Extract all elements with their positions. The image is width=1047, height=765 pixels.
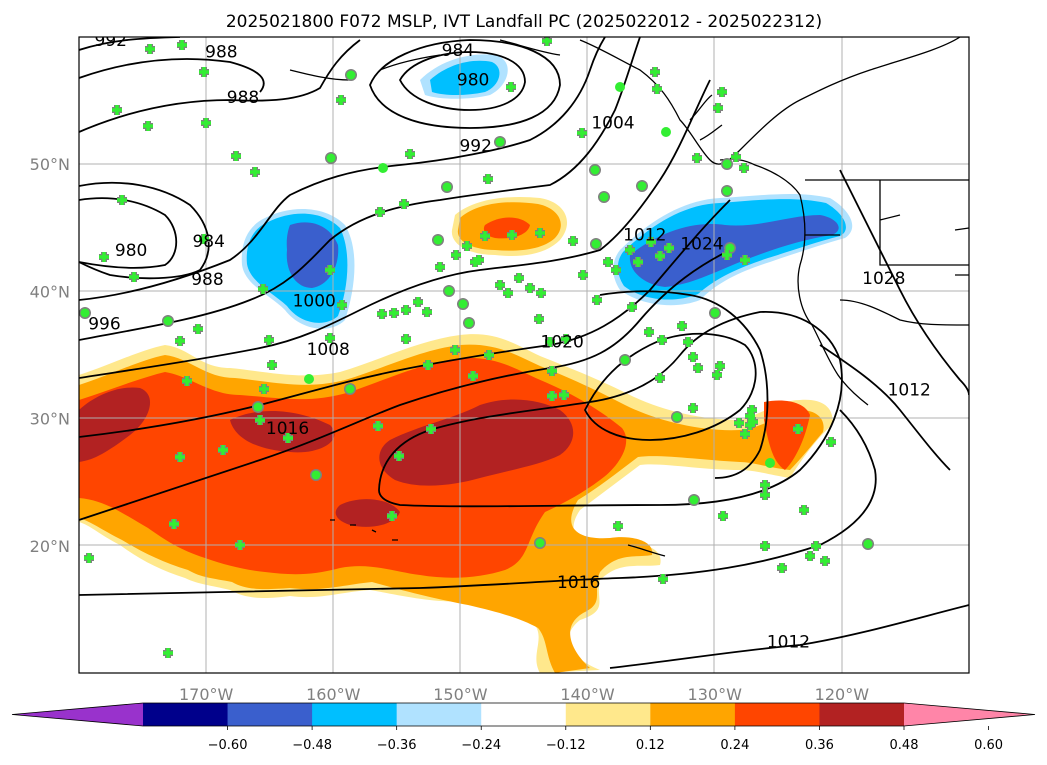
colorbar-segment — [312, 703, 398, 726]
contour-label: 984 — [442, 41, 474, 61]
longitude-tick-labels: 170°W 160°W 150°W 140°W 130°W 120°W — [179, 685, 869, 704]
colorbar-tick-label: −0.24 — [461, 738, 501, 753]
colorbar-tick-label: −0.60 — [208, 738, 248, 753]
contour-label: 1004 — [591, 114, 634, 134]
lon-tick-label: 170°W — [179, 685, 234, 704]
colorbar-segment — [396, 703, 482, 726]
colorbar-segment — [143, 703, 229, 726]
lat-tick-label: 20°N — [30, 537, 70, 556]
colorbar: −0.60 −0.48 −0.36 −0.24 −0.12 0.12 0.24 0.36 0.4… — [11, 702, 1036, 753]
contour-label: 988 — [227, 88, 259, 108]
contour-label: 1016 — [557, 573, 600, 593]
colorbar-extend-max — [904, 703, 1035, 726]
contour-labels: 992 988 984 980 988 992 1004 980 984 988 1000 996 10… — [88, 31, 931, 653]
colorbar-tick-label: 0.48 — [890, 738, 919, 753]
coastlines — [289, 37, 969, 557]
colorbar-tick-label: 0.12 — [636, 738, 665, 753]
contour-label: 996 — [88, 315, 120, 335]
colorbar-extend-min — [12, 703, 143, 726]
colorbar-segment — [819, 703, 905, 726]
colorbar-tick-label: −0.36 — [377, 738, 417, 753]
contour-label: 992 — [95, 31, 127, 51]
ivt-shading-positive — [79, 196, 833, 673]
contour-label: 1012 — [767, 633, 810, 653]
lon-tick-label: 120°W — [815, 685, 870, 704]
lat-tick-label: 40°N — [30, 282, 70, 301]
contour-label: 1000 — [293, 292, 336, 312]
contour-label: 980 — [115, 241, 147, 261]
colorbar-segment — [650, 703, 736, 726]
contour-label: 980 — [457, 70, 489, 90]
contour-label: 988 — [205, 42, 237, 62]
colorbar-segment — [734, 703, 820, 726]
figure-title: 2025021800 F072 MSLP, IVT Landfall PC (2… — [226, 12, 822, 32]
colorbar-tick-label: −0.12 — [546, 738, 586, 753]
contour-label: 1024 — [680, 234, 723, 254]
contour-label: 984 — [192, 232, 224, 252]
contour-label: 1012 — [623, 226, 666, 246]
lon-tick-label: 160°W — [306, 685, 361, 704]
lon-tick-label: 130°W — [688, 685, 743, 704]
lon-tick-label: 140°W — [560, 685, 615, 704]
contour-label: 988 — [191, 270, 223, 290]
contour-label: 1028 — [862, 269, 905, 289]
colorbar-tick-label: 0.24 — [720, 738, 749, 753]
colorbar-segment — [227, 703, 313, 726]
map-panel: 992 988 984 980 988 992 1004 980 984 988 1000 996 10… — [78, 31, 970, 674]
contour-label: 1020 — [541, 332, 584, 352]
lat-tick-label: 30°N — [30, 410, 70, 429]
lon-tick-label: 150°W — [433, 685, 488, 704]
contour-label: 992 — [459, 136, 491, 156]
contour-label: 1016 — [266, 419, 309, 439]
lat-tick-label: 50°N — [30, 155, 70, 174]
station-markers — [79, 37, 874, 658]
contour-label: 1008 — [307, 340, 350, 360]
colorbar-tick-label: −0.48 — [292, 738, 332, 753]
mslp-contours — [79, 37, 969, 669]
colorbar-tick-label: 0.36 — [805, 738, 834, 753]
colorbar-tick-label: 0.60 — [974, 738, 1003, 753]
latitude-tick-labels: 50°N 40°N 30°N 20°N — [30, 155, 70, 556]
colorbar-segment — [565, 703, 651, 726]
colorbar-segment — [481, 703, 567, 726]
contour-label: 1012 — [888, 381, 931, 401]
